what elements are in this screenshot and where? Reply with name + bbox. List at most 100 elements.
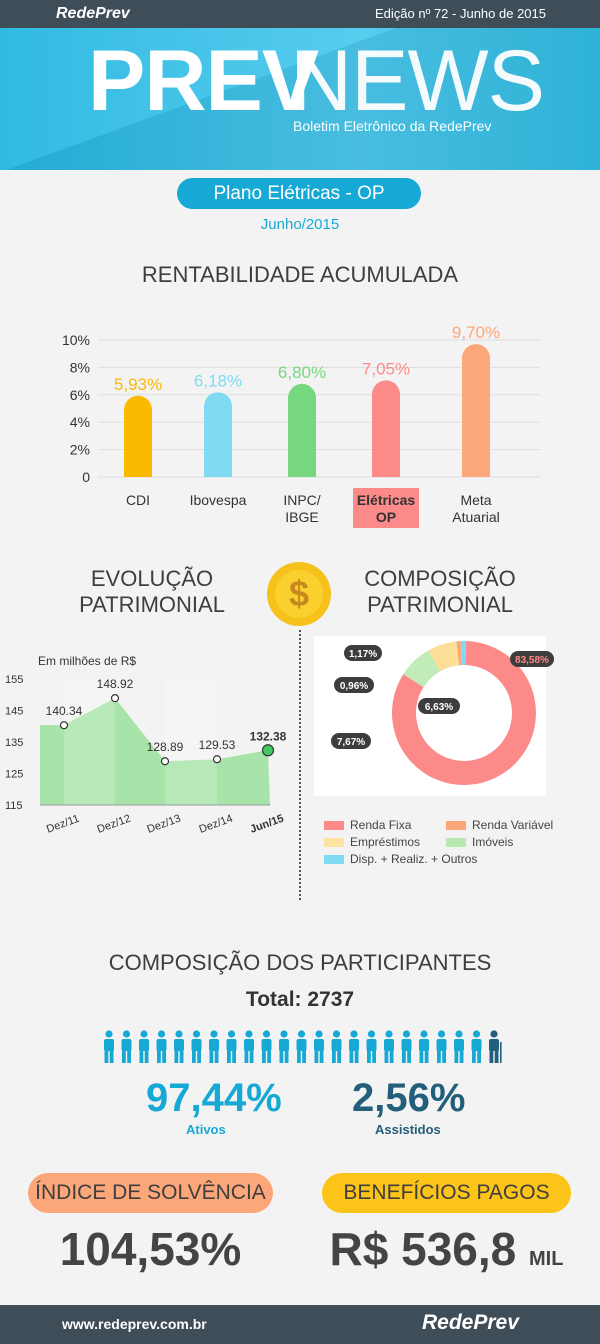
participantes-total: Total: 2737: [245, 988, 355, 1011]
dollar-sign-icon: $: [275, 570, 323, 618]
person-icon: [121, 1030, 132, 1063]
ativos-label: Ativos: [186, 1122, 226, 1137]
data-value-label: 148.92: [97, 677, 134, 691]
person-leg: [442, 1050, 446, 1063]
bar: [288, 383, 316, 477]
beneficios-pill: BENEFÍCIOS PAGOS: [322, 1173, 571, 1213]
person-leg: [419, 1050, 424, 1063]
dollar-coin-icon: $: [267, 562, 331, 626]
bar-value-label: 6,80%: [278, 363, 326, 382]
legend-swatch: [324, 838, 344, 848]
person-leg: [179, 1050, 184, 1063]
person-leg: [384, 1050, 389, 1063]
person-body: [349, 1039, 359, 1051]
x-tick-label: CDI: [126, 492, 150, 508]
person-head: [385, 1030, 393, 1038]
column-band: [64, 679, 115, 805]
section-divider: [299, 630, 301, 900]
people-icons-row: [104, 1030, 502, 1063]
person-head: [472, 1030, 481, 1038]
footer-bar: [0, 1305, 600, 1344]
participantes-title: COMPOSIÇÃO DOS PARTICIPANTES: [108, 950, 492, 975]
donut-slice: [456, 641, 462, 666]
person-head: [280, 1030, 288, 1038]
person-leg: [104, 1050, 109, 1063]
person-leg: [459, 1050, 464, 1063]
person-leg: [192, 1050, 196, 1063]
person-leg: [214, 1050, 219, 1063]
person-head: [262, 1030, 271, 1038]
person-leg: [454, 1050, 459, 1063]
slice-label-bg: [334, 677, 374, 693]
person-body: [489, 1039, 499, 1051]
bar: [372, 380, 400, 477]
composicao-title-line2: PATRIMONIAL: [367, 592, 513, 617]
y-tick-label: 2%: [70, 442, 90, 458]
person-leg: [127, 1050, 131, 1063]
person-body: [104, 1039, 114, 1051]
person-leg: [372, 1050, 376, 1063]
person-leg: [389, 1050, 394, 1063]
person-body: [471, 1039, 482, 1051]
evolucao-title: EVOLUÇÃO PATRIMONIAL: [52, 566, 252, 618]
beneficios-unit: MIL: [529, 1248, 564, 1270]
person-body: [296, 1039, 307, 1051]
rentabilidade-bar-chart: 10% 8% 6% 4% 2% 0 5,93% CDI 6,18% Ibovespa 6,80% IN…: [62, 323, 540, 528]
y-tick-label: 155: [5, 674, 23, 686]
person-leg: [402, 1050, 406, 1063]
person-head: [332, 1030, 341, 1038]
slice-value-label: 1,17%: [349, 649, 377, 660]
person-leg: [144, 1050, 149, 1063]
slice-label-bg: [418, 698, 460, 714]
website-link[interactable]: www.redeprev.com.br: [62, 1316, 207, 1332]
person-leg: [122, 1050, 126, 1063]
person-icon: [366, 1030, 377, 1063]
person-head: [105, 1030, 113, 1038]
person-leg: [314, 1050, 319, 1063]
assistidos-percent: 2,56%: [352, 1076, 466, 1120]
person-head: [175, 1030, 183, 1038]
donut-slice: [391, 641, 536, 785]
composicao-title: COMPOSIÇÃO PATRIMONIAL: [340, 566, 540, 618]
person-icon: [209, 1030, 219, 1063]
newsletter-title-bold: PREV: [88, 33, 319, 129]
person-leg: [472, 1050, 476, 1063]
person-leg: [232, 1050, 236, 1063]
person-body: [121, 1039, 132, 1051]
person-head: [350, 1030, 358, 1038]
person-body: [261, 1039, 272, 1051]
person-leg: [354, 1050, 359, 1063]
slice-value-label: 0,96%: [340, 681, 368, 692]
legend-item-emprestimos: Empréstimos: [324, 835, 420, 849]
legend-item-renda-fixa: Renda Fixa: [324, 818, 411, 832]
person-head: [227, 1030, 236, 1038]
x-tick-label: OP: [376, 509, 396, 525]
rentabilidade-title: RENTABILIDADE ACUMULADA: [141, 262, 459, 287]
data-value-label: 128.89: [147, 740, 184, 754]
person-body: [191, 1039, 202, 1051]
person-icon: [174, 1030, 184, 1063]
area-fill: [40, 698, 270, 805]
footer-brand-logo: RedePrev: [422, 1311, 519, 1334]
person-leg: [157, 1050, 161, 1063]
y-tick-label: 135: [5, 737, 23, 749]
newsletter-subtitle: Boletim Eletrônico da RedePrev: [293, 118, 492, 134]
person-head: [455, 1030, 463, 1038]
person-leg: [197, 1050, 201, 1063]
data-point: [261, 744, 275, 757]
person-body: [419, 1039, 429, 1051]
person-leg: [284, 1050, 289, 1063]
data-value-label: 129.53: [199, 738, 236, 752]
unit-label: Em milhões de R$: [38, 654, 136, 668]
legend-label: Renda Fixa: [350, 818, 412, 832]
person-leg: [489, 1050, 494, 1063]
y-tick-label: 6%: [70, 387, 90, 403]
bar-value-label: 5,93%: [114, 375, 162, 394]
legend-item-imoveis: Imóveis: [446, 835, 513, 849]
x-tick-label: Jun/15: [249, 813, 286, 836]
solvencia-value: 104,53%: [59, 1223, 242, 1275]
y-tick-label: 4%: [70, 414, 90, 430]
person-body: [139, 1039, 149, 1051]
column-band: [165, 679, 217, 805]
slice-value-label: 83,58%: [515, 655, 549, 666]
